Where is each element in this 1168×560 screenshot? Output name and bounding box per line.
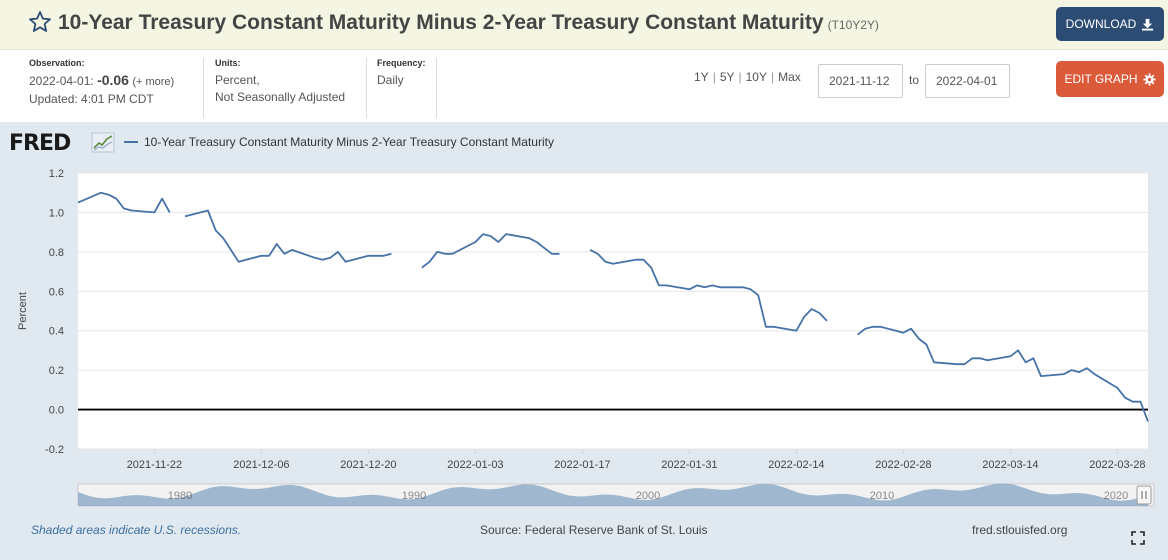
y-tick-label: 0.0 xyxy=(49,405,64,417)
range-max[interactable]: Max xyxy=(778,70,801,84)
plot-background xyxy=(78,173,1148,449)
recessions-note: Shaded areas indicate U.S. recessions. xyxy=(31,523,242,537)
series-line-segment xyxy=(77,191,171,214)
observation-value: -0.06 xyxy=(97,72,129,88)
to-label: to xyxy=(909,73,920,87)
observation-more-link[interactable]: (+ more) xyxy=(132,76,175,88)
fred-logo: FRED xyxy=(9,131,71,156)
range-5y[interactable]: 5Y xyxy=(719,70,735,84)
x-tick-label: 2021-12-06 xyxy=(233,459,289,471)
site-link[interactable]: fred.stlouisfed.org xyxy=(972,523,1068,537)
series-line-segment xyxy=(857,325,1149,422)
frequency-block: Frequency: Daily xyxy=(377,58,437,118)
download-label: DOWNLOAD xyxy=(1065,17,1137,31)
graph-panel: FRED 10-Year Treasury Constant Maturity … xyxy=(0,122,1168,560)
navigator-series xyxy=(78,483,1148,506)
title-bar: 10-Year Treasury Constant Maturity Minus… xyxy=(0,0,1168,50)
y-axis-label: Percent xyxy=(17,292,29,330)
navigator-label: 2020 xyxy=(1104,490,1128,502)
download-button[interactable]: DOWNLOAD xyxy=(1056,7,1164,41)
fullscreen-icon[interactable] xyxy=(1131,531,1145,545)
x-tick-label: 2022-03-14 xyxy=(982,459,1038,471)
x-tick-label: 2022-01-31 xyxy=(661,459,717,471)
navigator-label: 1990 xyxy=(402,490,426,502)
units-line-2: Not Seasonally Adjusted xyxy=(215,90,346,104)
download-icon xyxy=(1142,18,1154,31)
series-id: (T10Y2Y) xyxy=(827,18,879,32)
x-tick-label: 2021-12-20 xyxy=(340,459,396,471)
legend-swatch xyxy=(124,141,138,143)
source-note: Source: Federal Reserve Bank of St. Loui… xyxy=(480,523,708,537)
observation-block: Observation: 2022-04-01: -0.06 (+ more) … xyxy=(29,58,204,118)
edit-graph-label: EDIT GRAPH xyxy=(1064,72,1138,86)
range-1y[interactable]: 1Y xyxy=(694,70,709,84)
x-tick-label: 2022-01-17 xyxy=(554,459,610,471)
range-10y[interactable]: 10Y xyxy=(745,70,767,84)
units-block: Units: Percent, Not Seasonally Adjusted xyxy=(215,58,367,118)
updated-time: Updated: 4:01 PM CDT xyxy=(29,92,154,106)
navigator-label: 2000 xyxy=(636,490,660,502)
frequency-label: Frequency: xyxy=(377,58,426,68)
series-line-segment xyxy=(589,249,828,332)
chart-legend: 10-Year Treasury Constant Maturity Minus… xyxy=(124,135,554,149)
navigator-label: 1980 xyxy=(168,490,192,502)
x-tick-label: 2022-01-03 xyxy=(447,459,503,471)
navigator-handle[interactable] xyxy=(1136,485,1152,505)
y-tick-label: 1.2 xyxy=(49,168,64,180)
x-tick-label: 2022-02-28 xyxy=(875,459,931,471)
y-tick-label: 0.2 xyxy=(49,365,64,377)
chart-area: 1.2 1.0 0.8 0.6 0.4 0.2 0.0 -0.2 Percent 2021-11-… xyxy=(17,168,1155,507)
end-date-input[interactable] xyxy=(925,64,1010,98)
x-tick-label: 2022-03-28 xyxy=(1089,459,1145,471)
x-tick-label: 2022-02-14 xyxy=(768,459,824,471)
series-title: 10-Year Treasury Constant Maturity Minus… xyxy=(58,11,824,34)
units-label: Units: xyxy=(215,58,241,68)
star-outline-icon[interactable] xyxy=(28,10,52,34)
fred-sparkline-icon xyxy=(91,132,115,153)
x-tick-label: 2021-11-22 xyxy=(127,459,182,471)
edit-graph-button[interactable]: EDIT GRAPH xyxy=(1056,61,1164,97)
y-tick-label: 1.0 xyxy=(49,207,64,219)
page-title: 10-Year Treasury Constant Maturity Minus… xyxy=(58,11,879,35)
y-tick-label: 0.4 xyxy=(49,326,64,338)
range-selector: 1Y | 5Y | 10Y | Max xyxy=(694,70,801,84)
gear-icon xyxy=(1143,72,1156,86)
y-tick-label: -0.2 xyxy=(45,444,64,456)
observation-label: Observation: xyxy=(29,58,85,68)
navigator-label: 2010 xyxy=(870,490,894,502)
series-line-segment xyxy=(184,209,392,263)
observation-date: 2022-04-01: xyxy=(29,74,94,88)
frequency-value: Daily xyxy=(377,73,404,87)
y-tick-label: 0.8 xyxy=(49,247,64,259)
units-line-1: Percent, xyxy=(215,73,260,87)
series-line-segment xyxy=(421,233,560,269)
legend-label: 10-Year Treasury Constant Maturity Minus… xyxy=(144,135,554,149)
y-tick-label: 0.6 xyxy=(49,286,64,298)
start-date-input[interactable] xyxy=(818,64,903,98)
